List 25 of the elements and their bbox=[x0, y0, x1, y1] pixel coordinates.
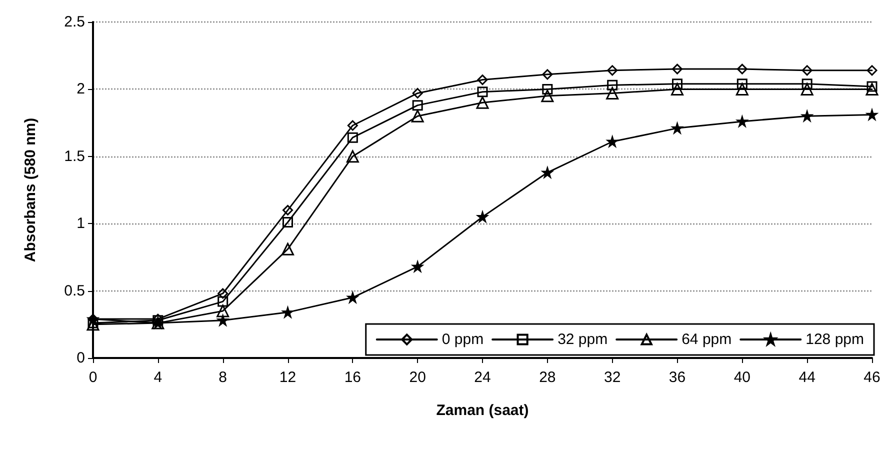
x-tick-label: 24 bbox=[474, 369, 491, 386]
x-tick-label: 16 bbox=[344, 369, 362, 386]
x-tick-label: 44 bbox=[798, 369, 816, 386]
legend-label: 64 ppm bbox=[682, 331, 732, 348]
x-tick-label: 0 bbox=[88, 369, 98, 386]
y-axis-title: Absorbans (580 nm) bbox=[22, 118, 39, 262]
y-tick-label: 1.5 bbox=[64, 148, 85, 165]
x-tick-label: 12 bbox=[279, 369, 296, 386]
x-axis-title: Zaman (saat) bbox=[436, 402, 529, 419]
x-tick-label: 20 bbox=[409, 369, 426, 386]
y-tick-label: 0 bbox=[76, 350, 85, 366]
x-tick-label: 36 bbox=[668, 369, 686, 386]
y-tick-label: 1 bbox=[76, 215, 85, 232]
x-tick-label: 32 bbox=[604, 369, 621, 386]
legend-label: 0 ppm bbox=[442, 331, 484, 348]
legend-label: 32 ppm bbox=[558, 331, 608, 348]
y-tick-label: 2 bbox=[76, 80, 85, 98]
x-tick-label: 40 bbox=[734, 369, 751, 386]
x-tick-label: 28 bbox=[539, 369, 556, 386]
y-tick-label: 2.5 bbox=[64, 14, 85, 30]
y-tick-label: 0.5 bbox=[64, 282, 85, 300]
legend-label: 128 ppm bbox=[806, 331, 864, 348]
x-tick-label: 46 bbox=[864, 369, 880, 386]
x-tick-label: 8 bbox=[218, 369, 228, 386]
x-tick-label: 4 bbox=[154, 369, 162, 386]
